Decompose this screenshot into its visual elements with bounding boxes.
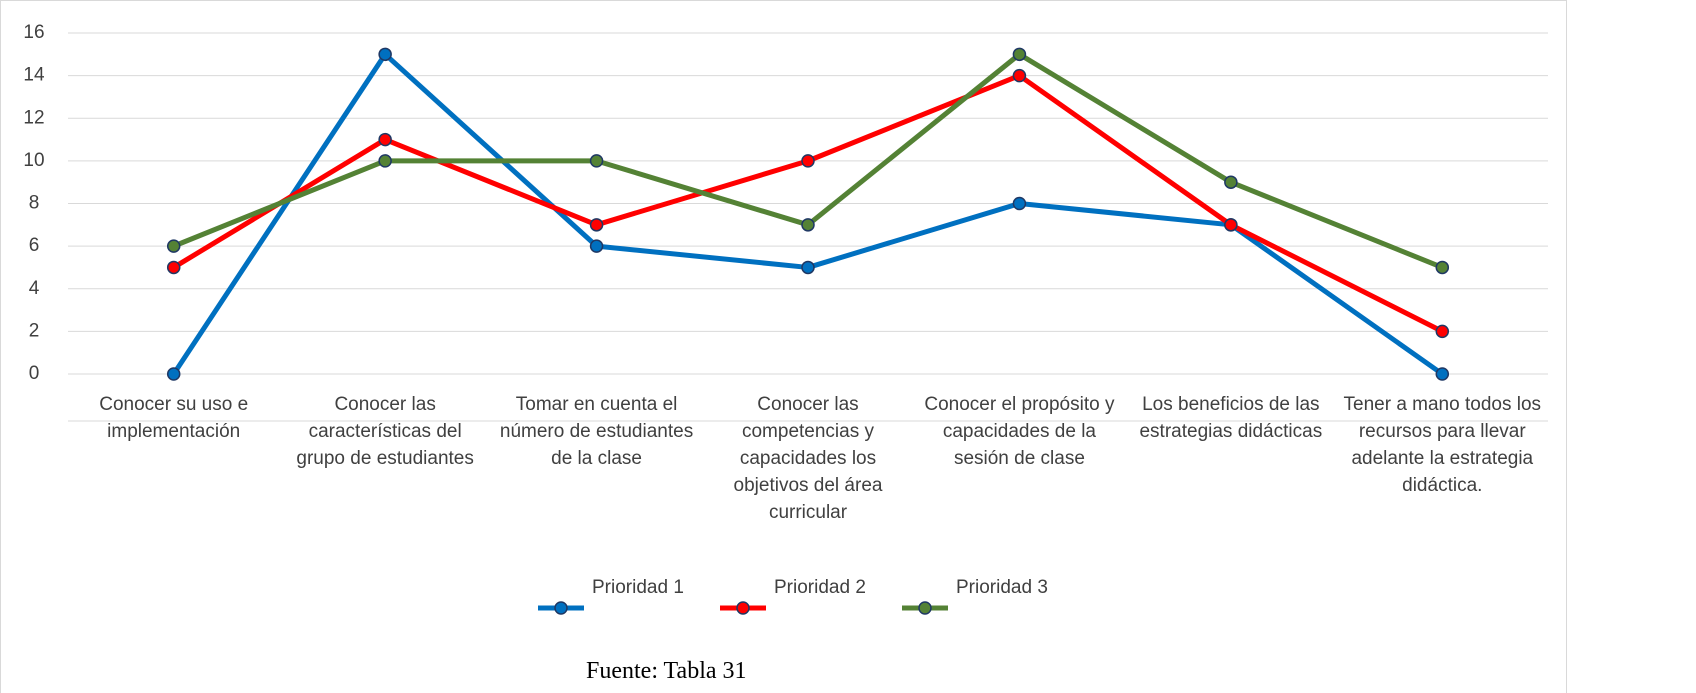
marker: [1224, 218, 1238, 232]
marker: [378, 47, 392, 62]
source: Fuente: Tabla 31: [586, 658, 747, 684]
x-tick-label: Los beneficios de las estrategias didáct…: [1139, 394, 1323, 442]
y-tick-label: 10: [23, 150, 44, 171]
x-tick-label: Tener a mano todos los recursos para lle…: [1343, 394, 1542, 496]
marker: [801, 260, 815, 275]
marker: [378, 132, 392, 147]
legend-marker: [918, 601, 932, 615]
y-tick-label: 14: [23, 65, 45, 86]
legend-marker: [736, 601, 750, 615]
legend-label: Prioridad 2: [774, 577, 866, 598]
x-tick-label: Tomar en cuenta el número de estudiantes…: [499, 394, 694, 469]
marker: [1224, 175, 1238, 189]
marker: [1012, 196, 1027, 211]
legend-label: Prioridad 3: [956, 577, 1048, 598]
legend-marker: [554, 601, 568, 615]
marker: [801, 218, 815, 232]
y-tick-label: 16: [23, 22, 44, 43]
x-tick-label: Conocer las competencias y capacidades l…: [733, 394, 883, 523]
y-tick-label: 4: [29, 278, 40, 299]
y-tick-label: 12: [23, 107, 44, 128]
y-tick-label: 6: [29, 235, 40, 256]
marker: [1435, 260, 1450, 275]
legend-label: Prioridad 1: [592, 577, 684, 598]
marker: [1435, 367, 1450, 381]
marker: [589, 218, 604, 232]
marker: [1012, 68, 1027, 83]
marker: [166, 367, 181, 381]
x-tick-label: Conocer las características del grupo de…: [296, 394, 474, 469]
chart-border: [0, 0, 1567, 693]
marker: [1435, 324, 1450, 339]
marker: [166, 239, 181, 253]
line: [171, 51, 1444, 377]
marker: [801, 154, 815, 168]
x-tick-label: Conocer su uso e implementación: [99, 394, 249, 442]
y-tick-label: 0: [29, 363, 40, 384]
marker: [1012, 47, 1027, 62]
y-tick-label: 2: [29, 320, 40, 341]
marker: [378, 154, 392, 168]
marker: [589, 239, 604, 253]
marker: [166, 260, 181, 275]
marker: [589, 154, 604, 168]
x-tick-label: Conocer el propósito y capacidades de la…: [924, 394, 1115, 469]
y-tick-label: 8: [29, 193, 40, 214]
